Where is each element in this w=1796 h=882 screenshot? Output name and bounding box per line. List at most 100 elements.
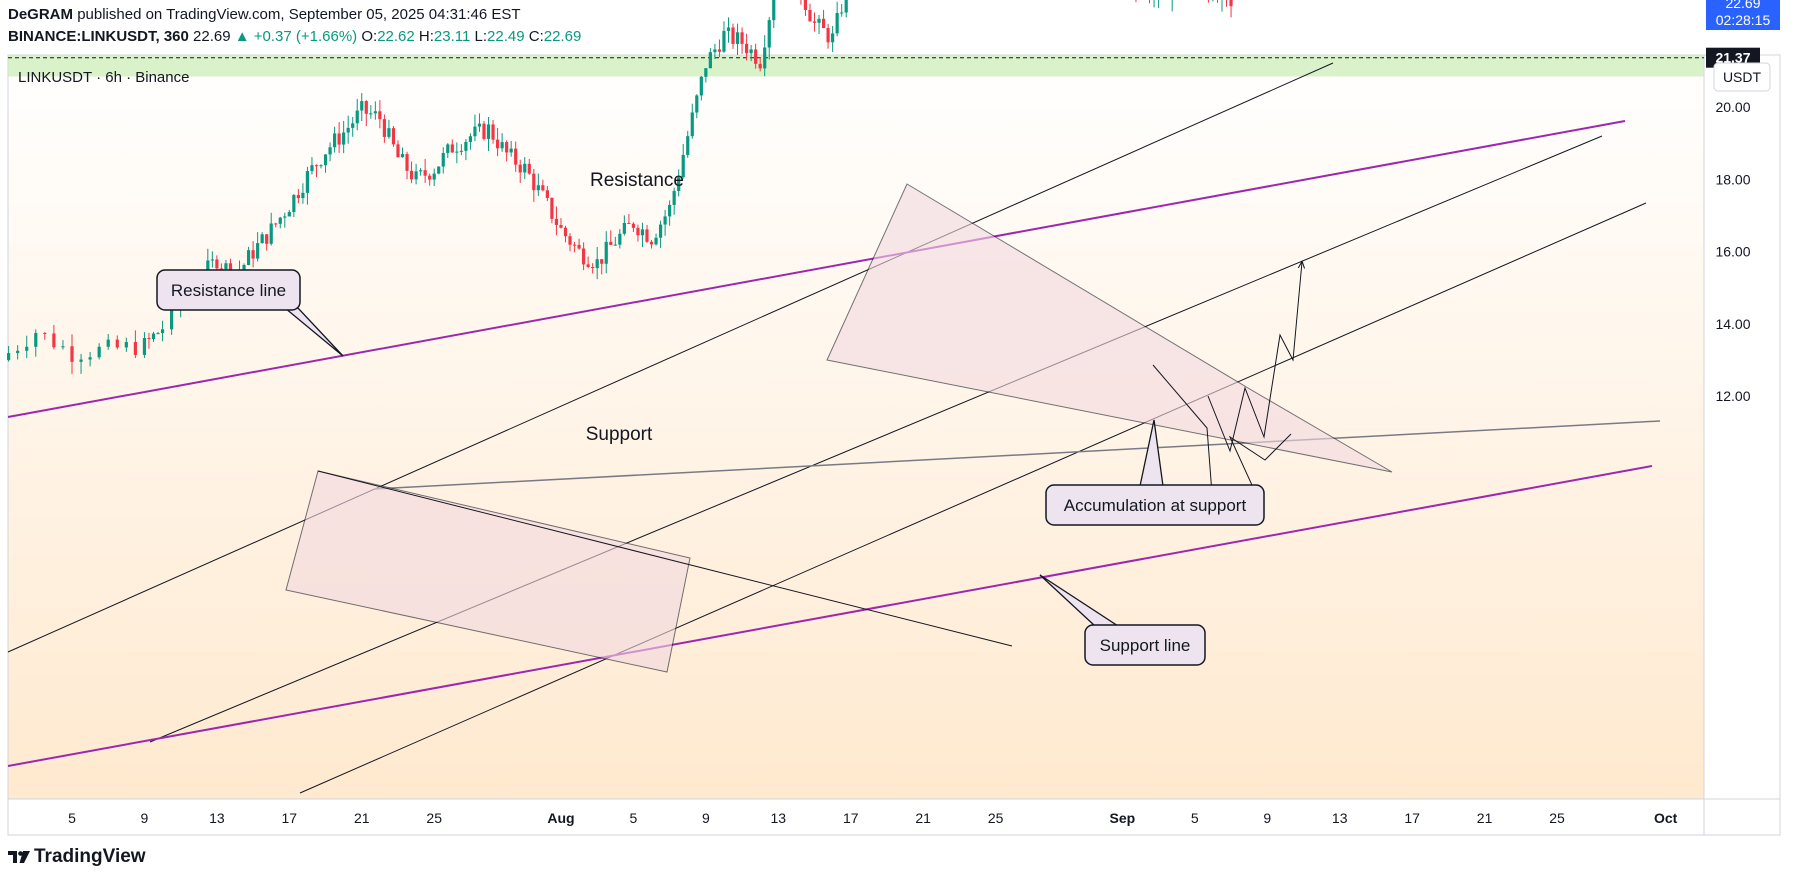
pane-title: LINKUSDT · 6h · Binance <box>18 69 189 86</box>
candle-body <box>459 150 463 152</box>
price-tick-label: 16.00 <box>1715 244 1750 260</box>
time-tick-label: 9 <box>141 810 149 826</box>
candle-body <box>735 32 740 44</box>
candle-body <box>414 171 418 180</box>
candle-body <box>88 357 92 360</box>
candle-body <box>550 197 554 219</box>
symbol-name[interactable]: BINANCE:LINKUSDT, 360 <box>8 28 189 45</box>
candle-body <box>378 111 382 120</box>
time-axis[interactable]: 5 9 13 17 21 25 Aug 5 9 13 17 21 25 Sep 5 9 13 17 21 25 Oct <box>68 810 1678 826</box>
candle-body <box>34 332 38 347</box>
currency-button[interactable] <box>1713 62 1771 92</box>
time-tick-label: 5 <box>1191 810 1199 826</box>
candle-body <box>287 211 291 217</box>
low-label: L: <box>474 28 488 45</box>
currency-label: USDT <box>1723 69 1762 85</box>
candle-body <box>803 0 808 10</box>
candle-body <box>595 259 599 269</box>
candle-body <box>563 227 568 237</box>
candle-body <box>713 49 717 53</box>
candle-body <box>391 128 396 145</box>
candle-body <box>523 163 527 173</box>
candle-body <box>260 234 264 244</box>
candle-body <box>826 28 830 43</box>
candle-body <box>419 170 423 172</box>
author-name[interactable]: DeGRAM <box>8 6 74 23</box>
time-tick-label: Aug <box>547 810 574 826</box>
candle-body <box>545 190 549 198</box>
candle-body <box>16 350 20 354</box>
channel-lower-line <box>299 202 1647 794</box>
candle-body <box>640 229 645 236</box>
candle-body <box>70 346 74 362</box>
candle-body <box>468 136 473 142</box>
candle-body <box>283 216 287 218</box>
candle-body <box>554 218 559 225</box>
callout-accumulation-label: Accumulation at support <box>1064 496 1247 515</box>
tradingview-logo-icon <box>8 851 30 863</box>
candle-body <box>364 101 368 114</box>
time-tick-label: 9 <box>702 810 710 826</box>
candle-body <box>409 170 414 180</box>
candle-body <box>613 244 617 246</box>
time-tick-label: 13 <box>771 810 787 826</box>
callout-resistance-line-box <box>156 269 301 311</box>
candle-body <box>296 195 300 199</box>
candle-body <box>840 12 844 14</box>
candle-body <box>446 144 450 153</box>
candle-body <box>495 139 500 149</box>
candle-body <box>690 112 694 137</box>
candle-body <box>559 224 563 228</box>
plot-background <box>8 55 1704 799</box>
time-tick-label: 25 <box>426 810 442 826</box>
high-label: H: <box>418 28 434 45</box>
candle-body <box>314 165 319 167</box>
candle-body <box>509 148 513 153</box>
time-tick-label: 5 <box>630 810 638 826</box>
support-zone-title: Support <box>586 424 653 445</box>
candle-body <box>677 177 681 191</box>
candle-body <box>740 32 744 44</box>
support-trendline-gray <box>374 420 1661 490</box>
candle-body <box>115 339 119 348</box>
candle-body <box>686 136 690 155</box>
candle-body <box>744 43 749 54</box>
callout-resistance-line-label: Resistance line <box>171 281 286 300</box>
candle-body <box>600 259 604 264</box>
candle-body <box>106 339 110 347</box>
candle-body <box>505 142 509 153</box>
candle-body <box>536 185 540 191</box>
candle-body <box>704 68 708 77</box>
tradingview-brand[interactable]: TradingView <box>8 846 146 868</box>
candle-body <box>604 241 608 264</box>
candle-body <box>577 244 581 249</box>
candle-body <box>332 133 337 148</box>
candle-body <box>142 338 147 355</box>
last-price: 22.69 <box>193 28 231 45</box>
price-axis[interactable]: 30.0026.0024.0020.0018.0016.0014.0012.00… <box>1706 0 1780 404</box>
candle-body <box>835 12 839 34</box>
candle-body <box>500 142 504 149</box>
candle-body <box>663 216 667 225</box>
candle-body <box>717 49 722 52</box>
time-tick-label: 21 <box>1477 810 1493 826</box>
candle-body <box>699 76 703 96</box>
open-label: O: <box>361 28 378 45</box>
candle-body <box>482 123 486 139</box>
candle-body <box>133 342 137 355</box>
time-tick-label: 17 <box>843 810 859 826</box>
flag-extension-line <box>317 470 1013 647</box>
candle-body <box>441 152 445 167</box>
candle-body <box>337 133 341 145</box>
candle-body <box>514 148 518 165</box>
candle-body <box>808 9 812 22</box>
candle-body <box>455 151 459 153</box>
candle-body <box>242 264 246 272</box>
candle-body <box>215 259 219 269</box>
candle-body <box>758 63 762 69</box>
resistance-zone-title: Resistance <box>590 170 684 191</box>
candle-body <box>224 263 228 270</box>
candle-body <box>246 250 251 265</box>
candle-body <box>658 224 663 238</box>
